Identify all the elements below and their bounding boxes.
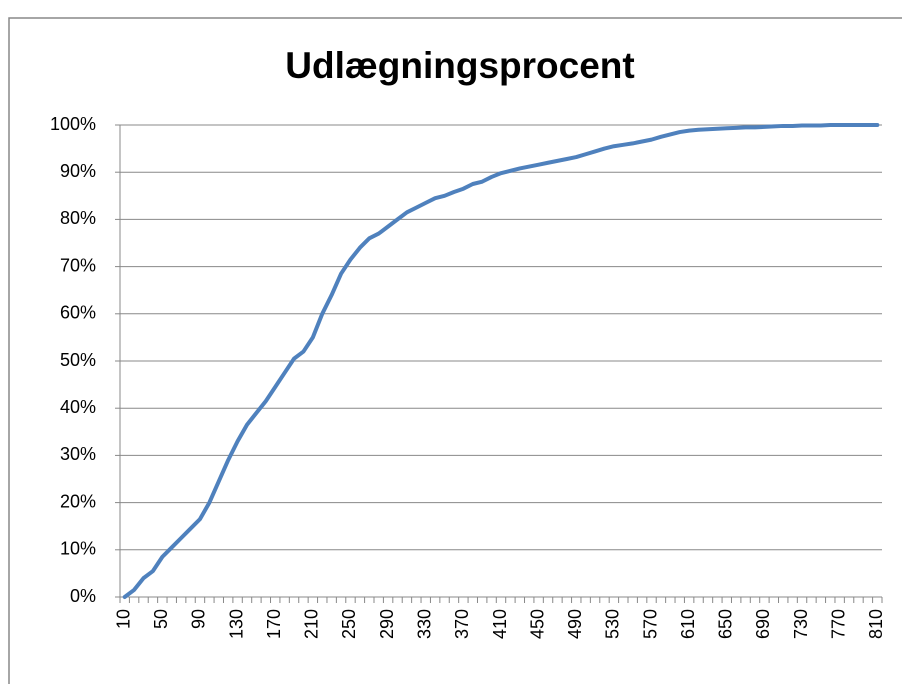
x-tick-label: 90 xyxy=(189,609,209,629)
chart-title: Udlægningsprocent xyxy=(285,45,634,86)
y-tick-label: 100% xyxy=(50,114,96,134)
x-tick-label: 410 xyxy=(490,609,510,639)
y-tick-label: 70% xyxy=(60,255,96,275)
x-tick-label: 10 xyxy=(113,609,133,629)
x-tick-label: 490 xyxy=(565,609,585,639)
line-series xyxy=(122,123,880,599)
x-tick-label: 210 xyxy=(302,609,322,639)
x-tick-label: 730 xyxy=(791,609,811,639)
x-tick-label: 650 xyxy=(716,609,736,639)
y-tick-label: 10% xyxy=(60,539,96,559)
x-tick-label: 810 xyxy=(866,609,886,639)
y-tick-label: 20% xyxy=(60,491,96,511)
x-tick-label: 50 xyxy=(151,609,171,629)
y-tick-label: 40% xyxy=(60,397,96,417)
x-tick-label: 130 xyxy=(226,609,246,639)
x-tick-label: 290 xyxy=(377,609,397,639)
y-tick-label: 60% xyxy=(60,303,96,323)
x-tick-label: 450 xyxy=(527,609,547,639)
x-tick-label: 530 xyxy=(603,609,623,639)
x-tick-label: 250 xyxy=(339,609,359,639)
x-tick-label: 170 xyxy=(264,609,284,639)
y-tick-label: 0% xyxy=(70,586,96,606)
x-tick-label: 610 xyxy=(678,609,698,639)
x-tick-label: 690 xyxy=(753,609,773,639)
x-tick-label: 370 xyxy=(452,609,472,639)
x-tick-label: 570 xyxy=(640,609,660,639)
y-tick-label: 50% xyxy=(60,350,96,370)
y-tick-label: 30% xyxy=(60,444,96,464)
y-tick-label: 80% xyxy=(60,208,96,228)
x-tick-label: 770 xyxy=(828,609,848,639)
y-tick-label: 90% xyxy=(60,161,96,181)
x-tick-label: 330 xyxy=(414,609,434,639)
chart-frame xyxy=(8,17,902,684)
